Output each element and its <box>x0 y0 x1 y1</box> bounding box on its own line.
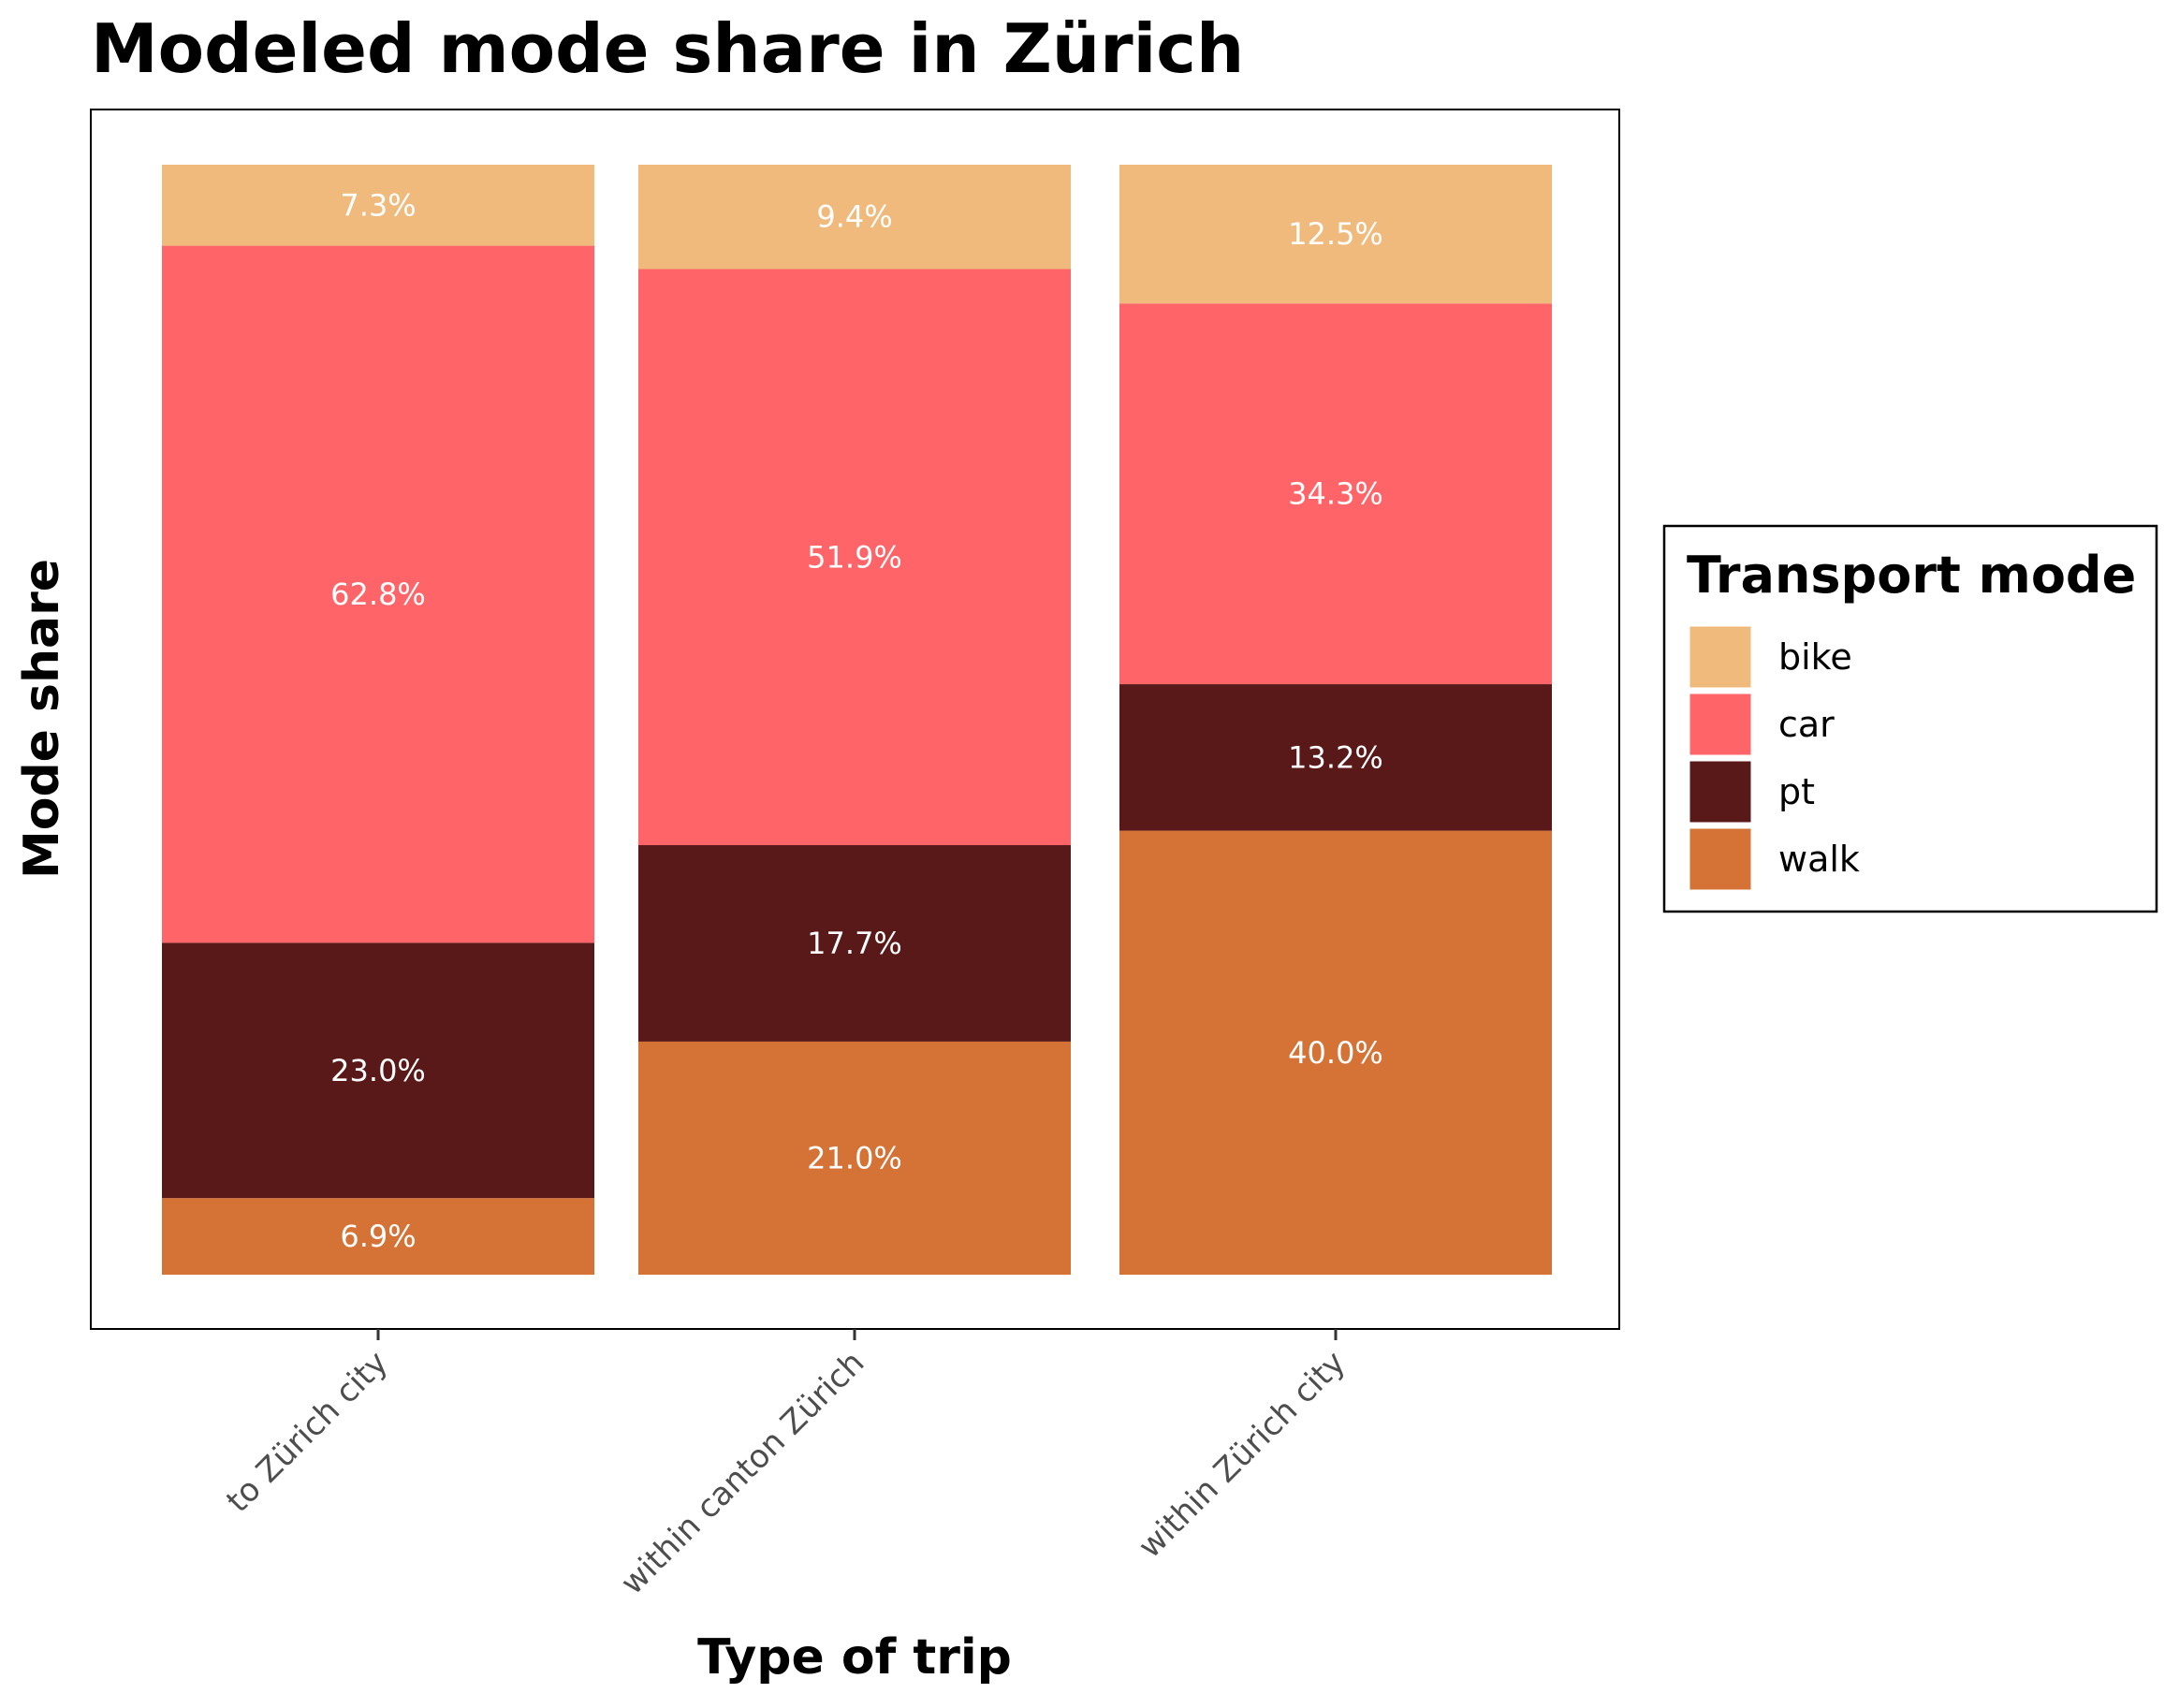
legend-key-walk <box>1687 825 1754 893</box>
data-label-to-zurich-city-car: 62.8% <box>330 577 426 612</box>
legend-key-pt <box>1687 758 1754 825</box>
legend-label-bike: bike <box>1778 636 1852 678</box>
data-label-within-canton-zurich-bike: 9.4% <box>816 199 892 235</box>
data-label-to-zurich-city-walk: 6.9% <box>340 1219 416 1254</box>
legend-label-pt: pt <box>1778 771 1815 812</box>
chart-title: Modeled mode share in Zürich <box>91 9 1244 88</box>
bar-within-zurich-city-pt <box>1119 684 1552 831</box>
bar-within-zurich-city-car <box>1119 303 1552 685</box>
bars-group: 6.9% 23.0% 62.8% 7.3% 21.0% 17.7% 51.9% 9.4% 40.… <box>162 165 1552 1275</box>
bar-within-canton-zurich-walk <box>638 1041 1071 1275</box>
bar-to-zurich-city-bike <box>162 165 594 246</box>
bar-within-zurich-city-bike <box>1119 165 1552 304</box>
legend-key-bike <box>1687 623 1754 691</box>
bar-to-zurich-city-walk <box>162 1198 594 1275</box>
legend-items: bike car pt walk <box>1687 623 1860 893</box>
bar-within-canton-zurich-bike <box>638 165 1071 270</box>
data-label-within-zurich-city-bike: 12.5% <box>1288 216 1383 252</box>
bar-within-canton-zurich-car <box>638 269 1071 846</box>
bar-to-zurich-city-pt <box>162 942 594 1199</box>
legend-key-car <box>1687 691 1754 758</box>
bar-within-canton-zurich-pt <box>638 845 1071 1042</box>
data-label-to-zurich-city-bike: 7.3% <box>340 187 416 223</box>
y-axis-title: Mode share <box>14 559 70 879</box>
x-tick-label-within-zurich-city: within Zürich city <box>1132 1344 1353 1566</box>
legend: Transport mode bike car pt walk <box>1662 524 2158 913</box>
legend-label-walk: walk <box>1778 839 1860 880</box>
x-axis-ticks: to Zürich city within canton Zürich within… <box>219 1329 1353 1602</box>
data-label-within-canton-zurich-pt: 17.7% <box>807 926 902 961</box>
data-label-within-canton-zurich-car: 51.9% <box>807 539 902 575</box>
bar-to-zurich-city-car <box>162 245 594 943</box>
x-tick-label-to-zurich-city: to Zürich city <box>219 1344 395 1520</box>
data-label-within-zurich-city-pt: 13.2% <box>1288 739 1383 775</box>
legend-label-car: car <box>1778 704 1835 745</box>
legend-title: Transport mode <box>1687 546 2136 605</box>
data-label-within-zurich-city-walk: 40.0% <box>1288 1035 1383 1071</box>
x-tick-label-within-canton-zurich: within canton Zürich <box>614 1344 872 1602</box>
data-label-within-canton-zurich-walk: 21.0% <box>807 1140 902 1175</box>
data-label-to-zurich-city-pt: 23.0% <box>330 1053 426 1088</box>
bar-within-zurich-city-walk <box>1119 830 1552 1275</box>
data-label-within-zurich-city-car: 34.3% <box>1288 476 1383 512</box>
x-axis-title: Type of trip <box>697 1629 1012 1686</box>
